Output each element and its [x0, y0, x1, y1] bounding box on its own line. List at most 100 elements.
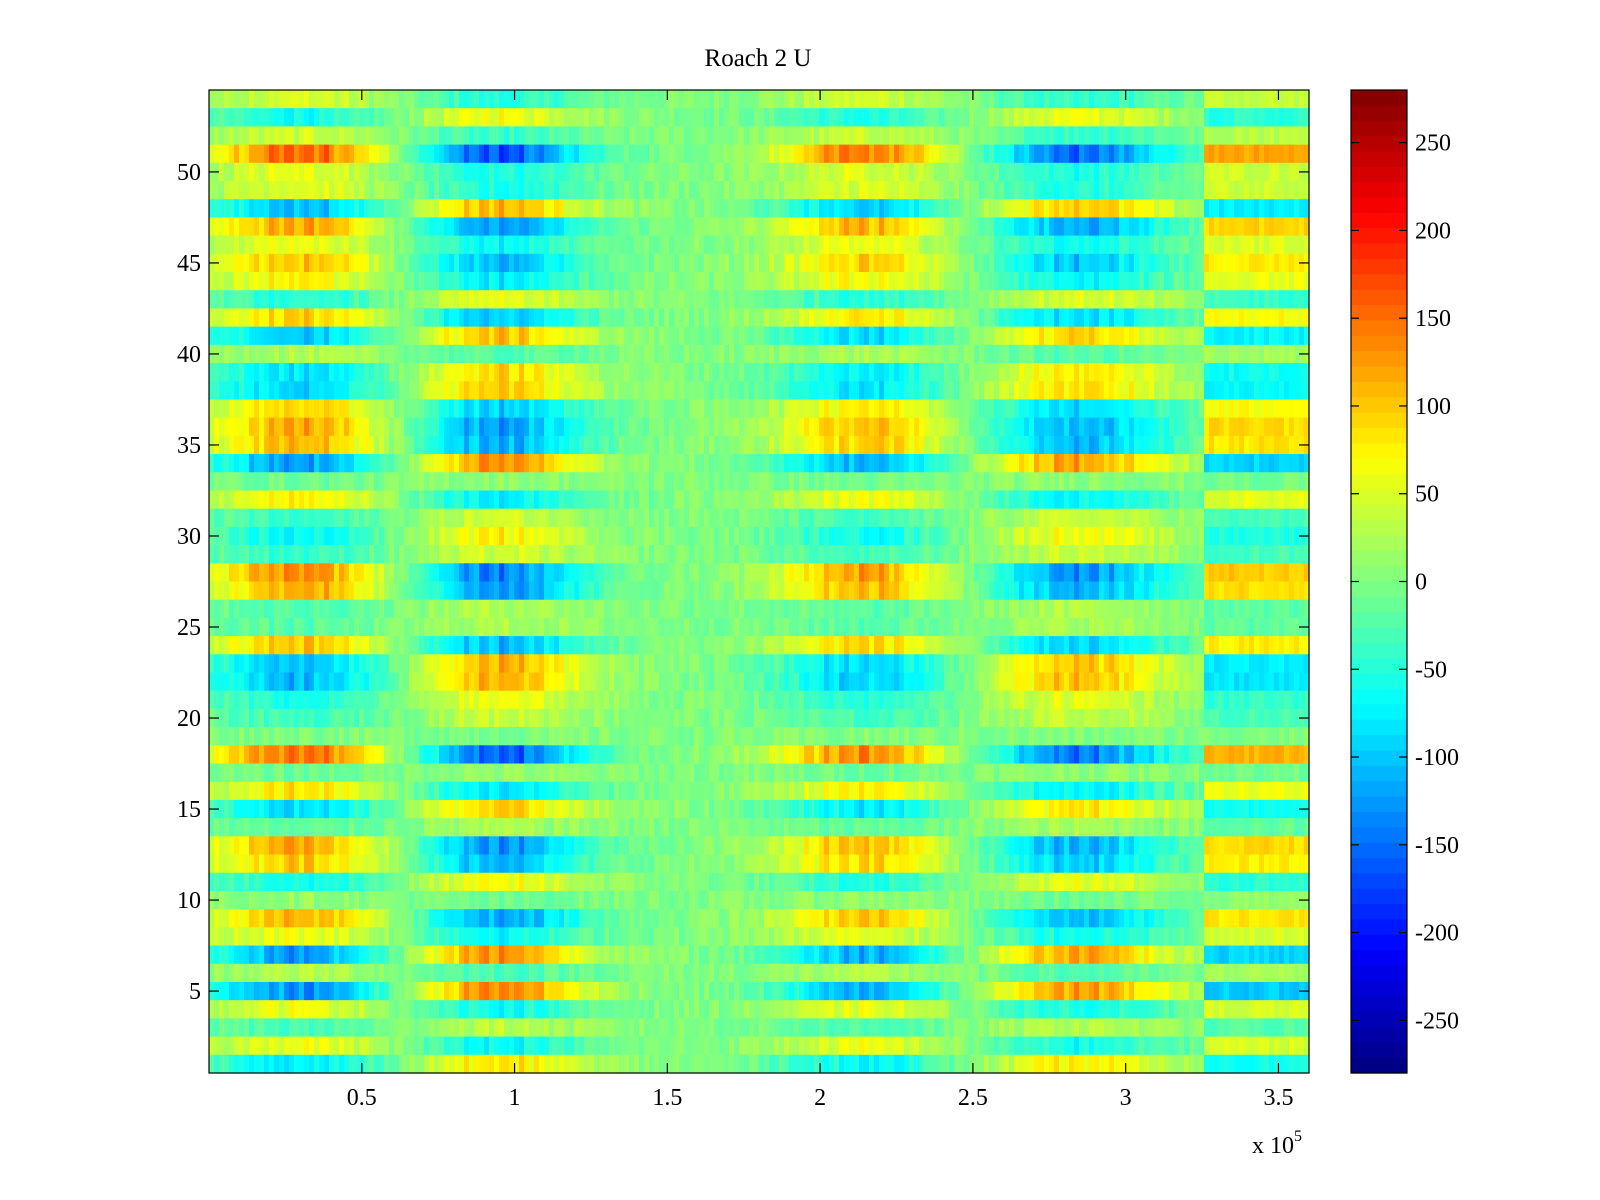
- heatmap-cell: [1279, 90, 1285, 109]
- heatmap-cell: [494, 344, 500, 364]
- heatmap-cell: [1164, 363, 1170, 382]
- heatmap-cell: [999, 108, 1005, 127]
- heatmap-cell: [524, 490, 530, 510]
- heatmap-cell: [1064, 344, 1070, 364]
- heatmap-cell: [1154, 344, 1160, 364]
- heatmap-cell: [614, 490, 620, 510]
- heatmap-cell: [1029, 381, 1035, 401]
- heatmap-cell: [354, 108, 360, 127]
- heatmap-cell: [1029, 326, 1035, 346]
- heatmap-cell: [1029, 472, 1035, 492]
- heatmap-cell: [464, 181, 470, 200]
- heatmap-cell: [1189, 290, 1195, 310]
- heatmap-cell: [1194, 435, 1200, 455]
- heatmap-cell: [894, 344, 900, 364]
- heatmap-cell: [1259, 417, 1265, 437]
- heatmap-cell: [284, 308, 290, 328]
- heatmap-cell: [414, 108, 420, 127]
- heatmap-cell: [749, 363, 755, 382]
- heatmap-cell: [1054, 217, 1060, 237]
- heatmap-cell: [909, 108, 915, 127]
- heatmap-cell: [1029, 108, 1035, 127]
- heatmap-cell: [514, 126, 520, 146]
- heatmap-cell: [1029, 162, 1035, 182]
- heatmap-cell: [1294, 144, 1300, 164]
- heatmap-cell: [1134, 217, 1140, 237]
- heatmap-cell: [1079, 253, 1085, 273]
- heatmap-cell: [884, 235, 890, 255]
- heatmap-cell: [679, 235, 685, 255]
- heatmap-cell: [779, 181, 785, 200]
- heatmap-cell: [394, 363, 400, 382]
- heatmap-cell: [869, 399, 875, 419]
- heatmap-cell: [1084, 199, 1090, 219]
- heatmap-cell: [549, 199, 555, 219]
- heatmap-cell: [764, 381, 770, 401]
- heatmap-cell: [269, 490, 275, 510]
- heatmap-cell: [664, 290, 670, 310]
- heatmap-cell: [669, 381, 675, 401]
- heatmap-cell: [1069, 272, 1075, 291]
- heatmap-cell: [1294, 90, 1300, 109]
- heatmap-cell: [289, 90, 295, 109]
- heatmap-cell: [1219, 126, 1225, 146]
- heatmap-cell: [1304, 181, 1310, 200]
- heatmap-cell: [619, 199, 625, 219]
- heatmap-cell: [949, 108, 955, 127]
- heatmap-cell: [344, 217, 350, 237]
- heatmap-cell: [299, 381, 305, 401]
- heatmap-cell: [1139, 272, 1145, 291]
- heatmap-cell: [414, 90, 420, 109]
- heatmap-cell: [414, 181, 420, 200]
- heatmap-cell: [459, 344, 465, 364]
- heatmap-cell: [449, 417, 455, 437]
- heatmap-cell: [1124, 162, 1130, 182]
- heatmap-cell: [309, 344, 315, 364]
- heatmap-cell: [249, 363, 255, 382]
- heatmap-cell: [239, 363, 245, 382]
- heatmap-cell: [1184, 472, 1190, 492]
- heatmap-cell: [954, 108, 960, 127]
- heatmap-cell: [844, 472, 850, 492]
- heatmap-cell: [984, 181, 990, 200]
- heatmap-cell: [409, 326, 415, 346]
- heatmap-cell: [774, 181, 780, 200]
- heatmap-cell: [329, 162, 335, 182]
- heatmap-cell: [314, 108, 320, 127]
- heatmap-cell: [919, 308, 925, 328]
- heatmap-cell: [569, 454, 575, 473]
- heatmap-cell: [384, 326, 390, 346]
- heatmap-cell: [654, 399, 660, 419]
- heatmap-cell: [654, 344, 660, 364]
- heatmap-cell: [594, 144, 600, 164]
- heatmap-cell: [1144, 162, 1150, 182]
- heatmap-cell: [1129, 326, 1135, 346]
- heatmap-cell: [234, 144, 240, 164]
- heatmap-cell: [269, 272, 275, 291]
- heatmap-cell: [374, 326, 380, 346]
- heatmap-cell: [319, 490, 325, 510]
- heatmap-cell: [1164, 144, 1170, 164]
- heatmap-cell: [319, 199, 325, 219]
- heatmap-cell: [844, 490, 850, 510]
- heatmap-cell: [469, 235, 475, 255]
- heatmap-cell: [584, 363, 590, 382]
- heatmap-cell: [1214, 399, 1220, 419]
- heatmap-cell: [1169, 435, 1175, 455]
- heatmap-cell: [879, 108, 885, 127]
- heatmap-cell: [1144, 472, 1150, 492]
- heatmap-cell: [299, 235, 305, 255]
- heatmap-cell: [929, 144, 935, 164]
- heatmap-cell: [669, 308, 675, 328]
- heatmap-cell: [649, 181, 655, 200]
- heatmap-cell: [354, 290, 360, 310]
- heatmap-cell: [699, 417, 705, 437]
- heatmap-cell: [374, 235, 380, 255]
- heatmap-cell: [874, 381, 880, 401]
- heatmap-cell: [1009, 417, 1015, 437]
- heatmap-cell: [1074, 217, 1080, 237]
- heatmap-cell: [1094, 90, 1100, 109]
- heatmap-cell: [919, 235, 925, 255]
- heatmap-cell: [959, 90, 965, 109]
- heatmap-cell: [859, 144, 865, 164]
